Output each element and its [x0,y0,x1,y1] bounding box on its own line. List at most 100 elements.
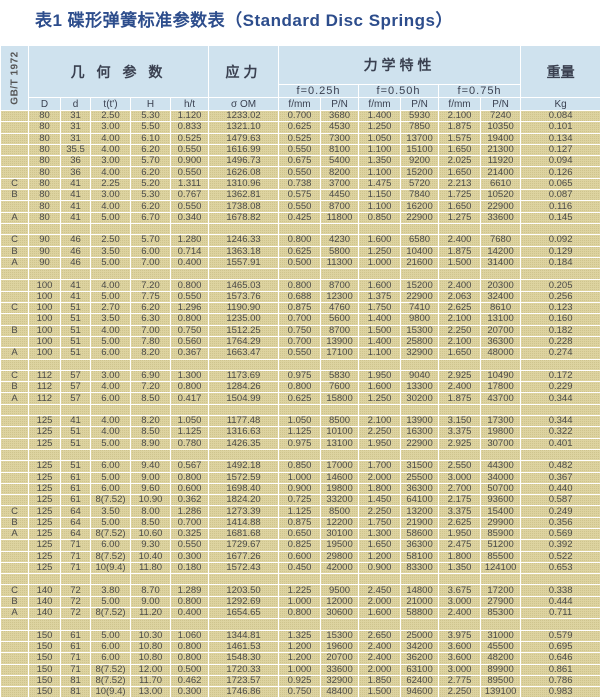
f-025-cell [278,222,322,236]
thickness-cell: 2.70 [90,302,131,315]
stress-cell: 1492.18 [208,460,280,473]
height-cell [130,222,171,236]
column-header-t: t(t') [90,97,131,111]
column-header-kg: Kg [520,97,600,111]
f-025-cell: 0.875 [278,302,322,315]
table-row: A 100 51 6.00 8.20 0.367 1663.47 0.550 17100 1.10… [0,347,600,360]
table-row: 150 61 5.00 10.30 1.060 1344.81 1.325 15300 2.65… [0,629,600,642]
inner-diameter-cell [60,268,91,281]
grade-cell: B [0,189,29,202]
f-075-cell: 1.275 [438,211,482,224]
thickness-cell: 4.00 [90,415,131,428]
thickness-cell: 6.00 [90,482,131,496]
thickness-cell: 8(7.52) [90,674,131,688]
inner-diameter-cell: 51 [60,324,91,337]
p-075-cell [480,618,522,631]
p-025-cell: 8200 [320,166,360,179]
f-050-cell [358,403,402,417]
f-050-cell: 1.100 [358,347,402,360]
p-050-cell: 16300 [400,426,440,439]
grade-cell [0,550,29,563]
f-050-cell: 0.850 [358,211,402,224]
thickness-cell: 5.00 [90,290,131,304]
f-025-cell: 1.200 [278,640,322,654]
spacer-row [0,403,600,417]
f-075-cell: 1.800 [438,550,482,563]
p-075-cell [480,448,522,462]
table-row: B 112 57 4.00 7.20 0.800 1284.26 0.800 7600 1.600… [0,381,600,394]
stress-cell: 1824.20 [208,494,280,507]
f-025-cell: 0.975 [278,437,322,450]
height-cell: 5.50 [130,121,171,134]
column-header-f3-mm: f/mm [438,97,482,111]
p-025-cell: 30600 [320,607,360,620]
p-050-cell: 16200 [400,200,440,213]
outer-diameter-cell: 125 [28,494,61,507]
table-row: C 100 51 2.70 6.20 1.296 1190.90 0.875 4760 1.750… [0,302,600,315]
weight-cell: 0.344 [520,415,600,428]
weight-cell: 0.579 [520,629,600,642]
weight-cell: 0.126 [520,166,600,179]
f-075-cell: 1.650 [438,347,482,360]
inner-diameter-cell: 51 [60,437,91,450]
table-row: C 140 72 3.80 8.70 1.289 1203.50 1.225 9500 2.450… [0,584,600,597]
f-075-cell: 1.875 [438,392,482,405]
grade-cell [0,290,29,304]
grade-cell [0,403,29,417]
h-t-ratio-cell: 0.400 [169,256,210,270]
thickness-cell: 2.50 [90,109,131,123]
stress-cell [208,403,280,417]
stress-cell [208,618,280,631]
grade-cell [0,640,29,654]
thickness-cell [90,618,131,631]
h-t-ratio-cell: 0.750 [169,324,210,337]
weight-cell: 0.274 [520,347,600,360]
height-cell: 9.00 [130,471,171,484]
outer-diameter-cell: 125 [28,527,61,541]
height-cell: 6.20 [130,143,171,157]
h-t-ratio-cell: 1.060 [169,629,210,642]
weight-cell: 0.127 [520,143,600,157]
f-075-cell: 3.675 [438,584,482,597]
outer-diameter-cell: 150 [28,686,61,699]
f-050-cell: 1.250 [358,392,402,405]
outer-diameter-cell: 80 [28,155,61,168]
height-cell: 6.00 [130,245,171,258]
grade-cell [0,652,29,665]
table-row: A 125 64 8(7.52) 10.60 0.325 1681.68 0.650 30100… [0,527,600,541]
f-025-cell: 0.625 [278,392,322,405]
weight-cell: 0.653 [520,561,600,575]
h-t-ratio-cell: 0.800 [169,471,210,484]
weight-cell: 0.440 [520,482,600,496]
p-050-cell [400,448,440,462]
stress-cell [208,573,280,586]
inner-diameter-cell [60,618,91,631]
inner-diameter-cell: 71 [60,663,91,676]
p-025-cell: 19500 [320,539,360,552]
table-row: B 90 46 3.50 6.00 0.714 1363.18 0.625 5800 1.250 1… [0,245,600,258]
weight-cell: 0.401 [520,437,600,450]
f-075-cell: 2.625 [438,516,482,529]
stress-cell: 1362.81 [208,189,280,202]
spacer-row [0,222,600,236]
inner-diameter-cell: 36 [60,155,91,168]
p-025-cell: 8700 [320,200,360,213]
table-row: 80 31 4.00 6.10 0.525 1479.63 0.525 7300 1.050 13… [0,132,600,145]
p-025-cell: 8100 [320,143,360,157]
thickness-cell: 6.00 [90,460,131,473]
p-025-cell: 42000 [320,561,360,575]
p-025-cell: 3700 [320,177,360,191]
h-t-ratio-cell: 0.367 [169,347,210,360]
inner-diameter-cell: 57 [60,381,91,394]
stress-cell: 1548.30 [208,652,280,665]
column-header-p3-n: P/N [480,97,522,111]
weight-cell: 0.087 [520,189,600,202]
f-075-cell: 1.650 [438,200,482,213]
h-t-ratio-cell: 1.296 [169,302,210,315]
height-cell: 7.20 [130,381,171,394]
f-050-cell: 2.000 [358,595,402,609]
inner-diameter-cell: 51 [60,347,91,360]
grade-cell [0,618,29,631]
table-row: B 125 64 5.00 8.50 0.700 1414.88 0.875 12200 1.75… [0,516,600,529]
table-row: 80 31 2.50 5.30 1.120 1233.02 0.700 3680 1.400 59… [0,109,600,123]
